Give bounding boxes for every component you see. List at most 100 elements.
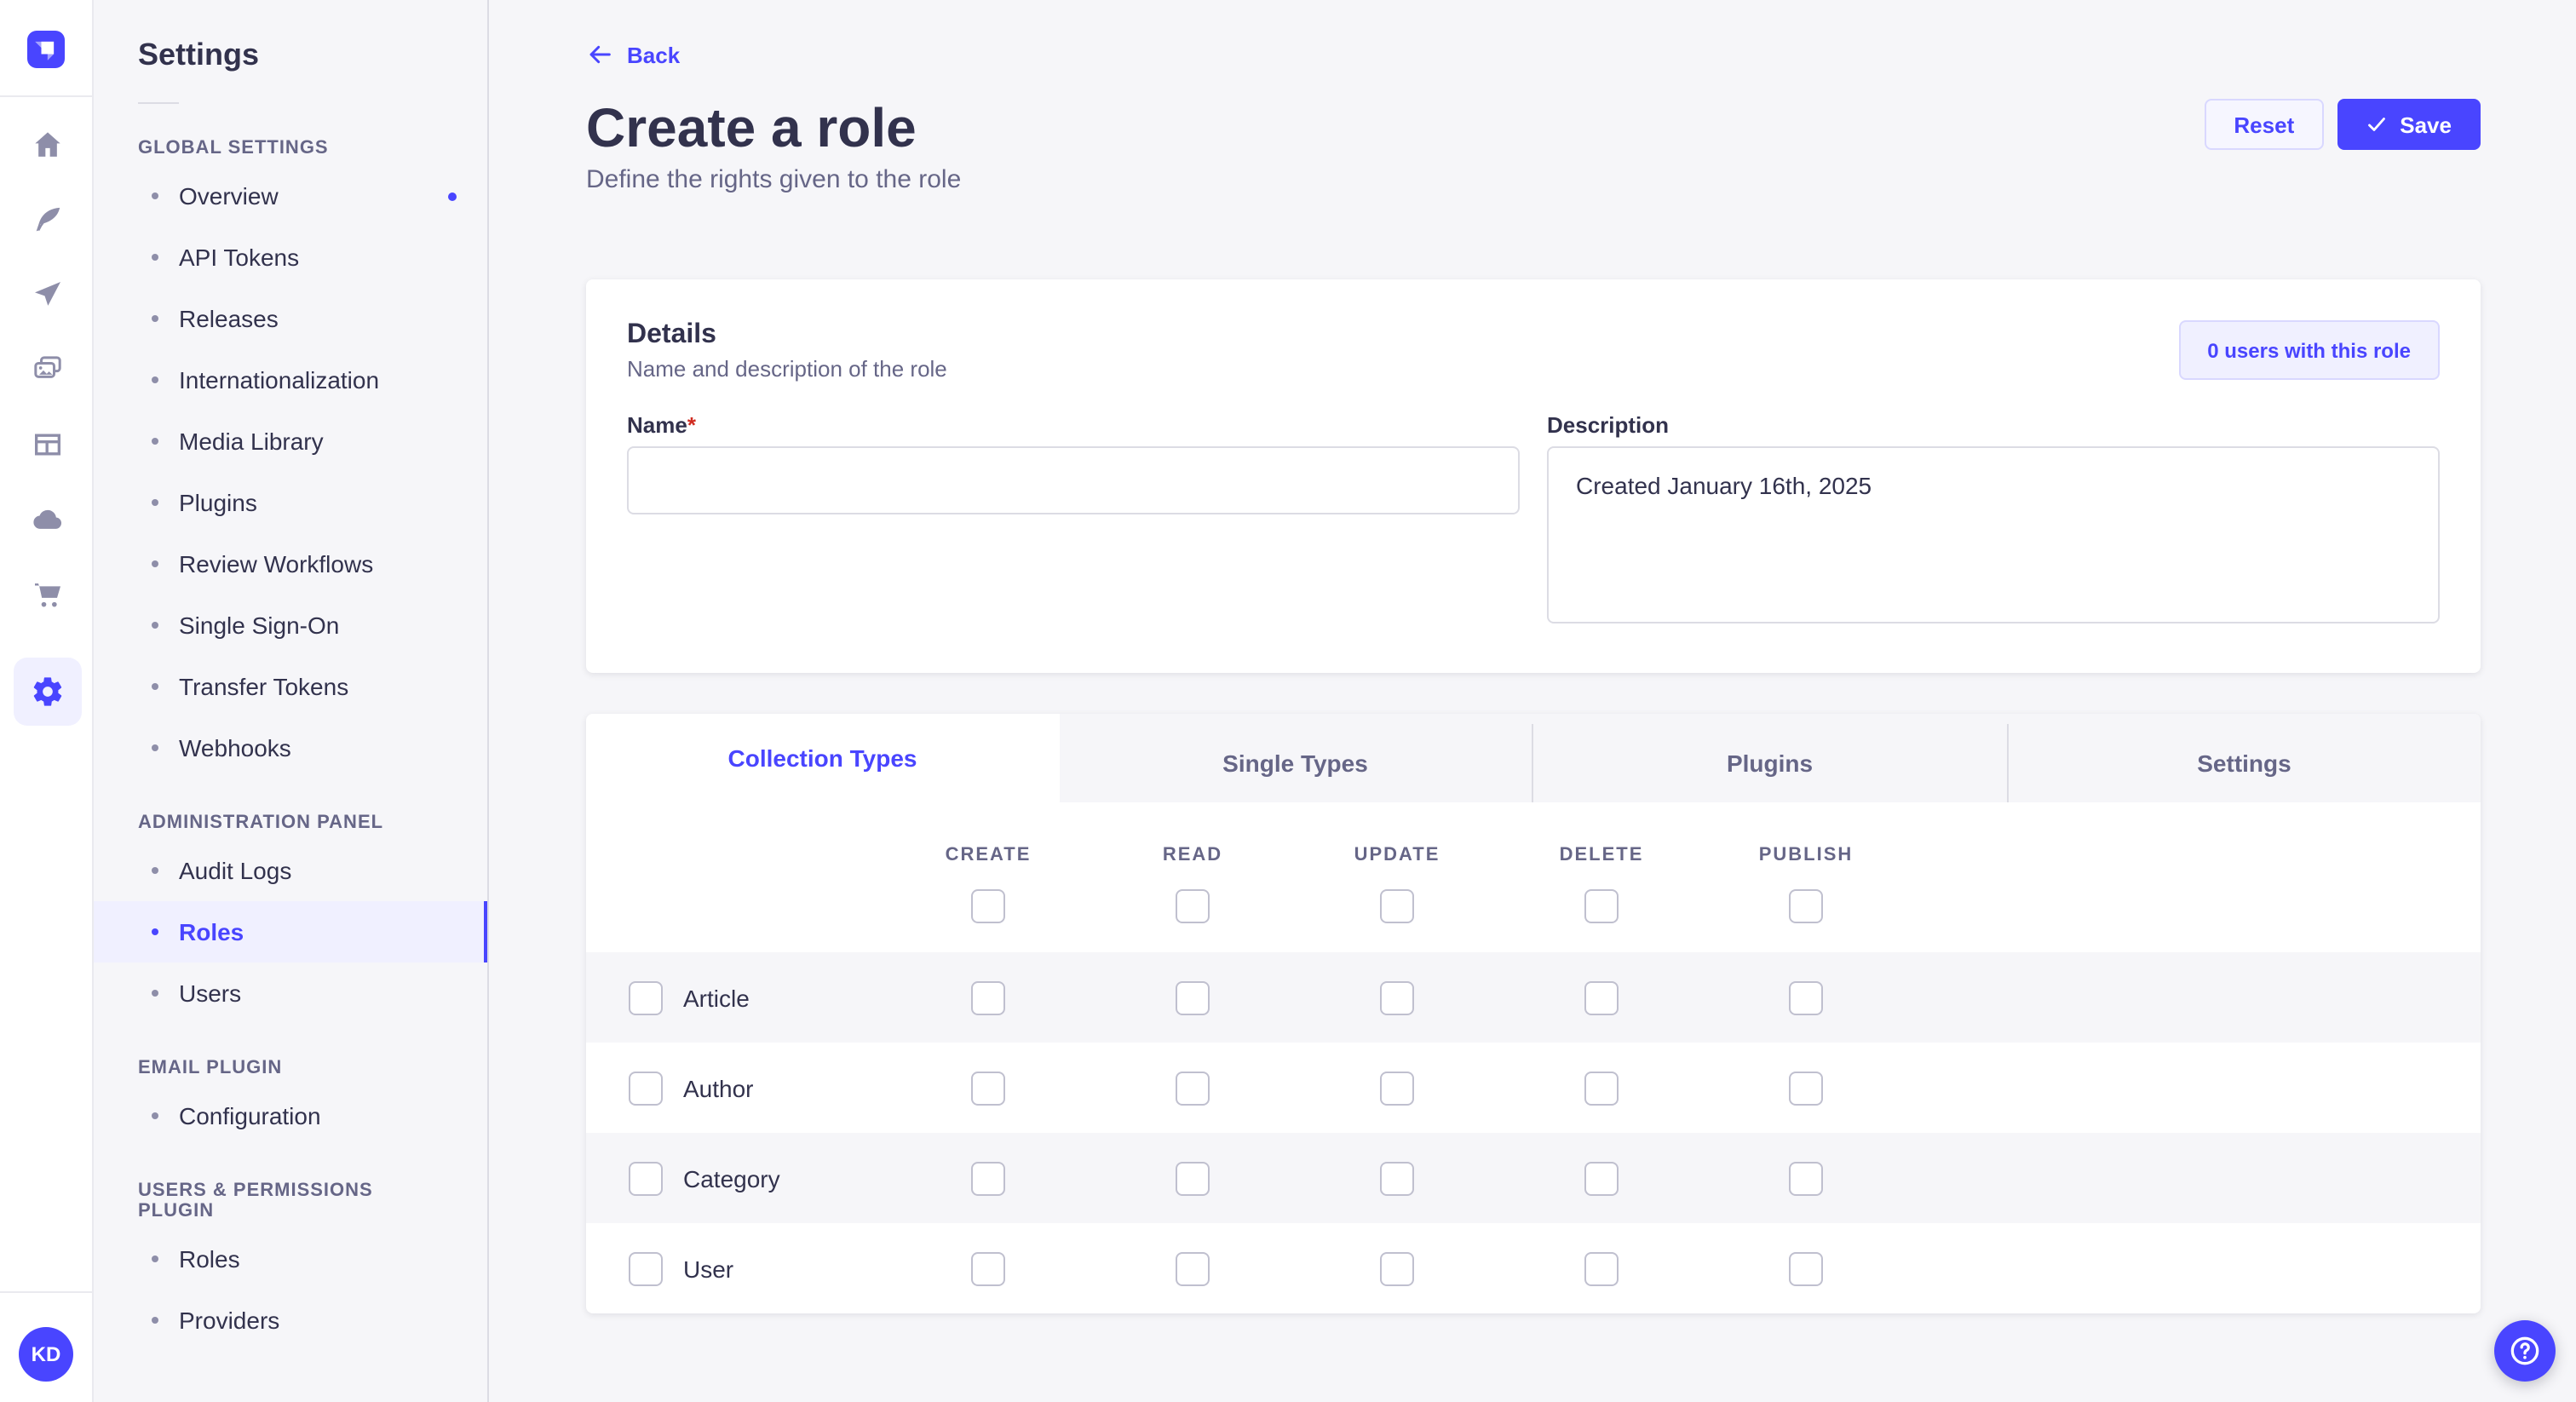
users-with-role-badge: 0 users with this role (2178, 320, 2440, 380)
checkbox-article-publish[interactable] (1789, 980, 1823, 1014)
back-link[interactable]: Back (586, 41, 680, 68)
checkbox-article-delete[interactable] (1584, 980, 1619, 1014)
sidebar-item-overview[interactable]: Overview (94, 165, 487, 227)
sidebar-item-single-sign-on[interactable]: Single Sign-On (94, 595, 487, 656)
checkbox-article-row[interactable] (629, 980, 663, 1014)
checkbox-author-delete[interactable] (1584, 1071, 1619, 1105)
main-content: Back Create a role Define the rights giv… (489, 0, 2576, 1402)
details-card: Details Name and description of the role… (586, 279, 2481, 673)
checkbox-select-all-update[interactable] (1380, 889, 1414, 923)
checkbox-author-update[interactable] (1380, 1071, 1414, 1105)
sidebar-item-webhooks[interactable]: Webhooks (94, 717, 487, 779)
page-subtitle: Define the rights given to the role (586, 165, 962, 194)
checkbox-article-create[interactable] (971, 980, 1005, 1014)
checkbox-select-all-publish[interactable] (1789, 889, 1823, 923)
layout-icon[interactable] (30, 428, 64, 462)
sidebar-item-audit-logs[interactable]: Audit Logs (94, 840, 487, 901)
tab-collection-types[interactable]: Collection Types (586, 714, 1059, 802)
rail-divider-top (0, 95, 92, 97)
media-pictures-icon[interactable] (30, 353, 64, 387)
tab-single-types[interactable]: Single Types (1059, 724, 1532, 802)
check-icon (2367, 118, 2385, 131)
column-header-delete: DELETE (1559, 845, 1644, 865)
sidebar-item-api-tokens[interactable]: API Tokens (94, 227, 487, 288)
bullet-icon (152, 499, 158, 506)
permissions-tabs: Collection Types Single Types Plugins Se… (586, 714, 2481, 802)
content-feather-icon[interactable] (30, 203, 64, 237)
checkbox-category-read[interactable] (1176, 1161, 1210, 1195)
checkbox-user-publish[interactable] (1789, 1251, 1823, 1285)
checkbox-category-update[interactable] (1380, 1161, 1414, 1195)
sidebar-item-review-workflows[interactable]: Review Workflows (94, 533, 487, 595)
row-label: User (683, 1255, 734, 1282)
checkbox-author-create[interactable] (971, 1071, 1005, 1105)
checkbox-author-read[interactable] (1176, 1071, 1210, 1105)
sidebar-divider (138, 102, 179, 104)
bullet-icon (152, 867, 158, 874)
name-field-group: Name* (627, 412, 1520, 632)
checkbox-select-all-delete[interactable] (1584, 889, 1619, 923)
arrow-left-icon (589, 45, 611, 64)
details-subtitle: Name and description of the role (627, 356, 947, 382)
tab-plugins[interactable]: Plugins (1532, 724, 2006, 802)
home-icon[interactable] (30, 128, 64, 162)
tab-settings[interactable]: Settings (2006, 724, 2481, 802)
name-input[interactable] (627, 446, 1520, 514)
sidebar-item-media-library[interactable]: Media Library (94, 411, 487, 472)
sidebar-item-releases[interactable]: Releases (94, 288, 487, 349)
sidebar-item-roles-up[interactable]: Roles (94, 1228, 487, 1290)
strapi-logo[interactable] (27, 31, 65, 68)
sidebar-item-plugins[interactable]: Plugins (94, 472, 487, 533)
help-button[interactable] (2494, 1320, 2556, 1382)
checkbox-user-delete[interactable] (1584, 1251, 1619, 1285)
checkbox-article-update[interactable] (1380, 980, 1414, 1014)
checkbox-user-read[interactable] (1176, 1251, 1210, 1285)
send-plane-icon[interactable] (30, 278, 64, 312)
description-field-group: Description Created January 16th, 2025 (1547, 412, 2440, 632)
sidebar-item-transfer-tokens[interactable]: Transfer Tokens (94, 656, 487, 717)
save-button[interactable]: Save (2337, 99, 2481, 150)
sidebar-item-users[interactable]: Users (94, 962, 487, 1024)
select-all-row (586, 889, 2481, 952)
column-header-update: UPDATE (1354, 845, 1440, 865)
sidebar-item-roles-admin[interactable]: Roles (94, 901, 487, 962)
row-label: Author (683, 1074, 754, 1101)
sidebar-item-providers[interactable]: Providers (94, 1290, 487, 1351)
description-textarea[interactable]: Created January 16th, 2025 (1547, 446, 2440, 623)
bullet-icon (152, 560, 158, 567)
reset-button[interactable]: Reset (2205, 99, 2324, 150)
icon-rail: KD (0, 0, 94, 1402)
gear-icon (32, 677, 61, 706)
row-label: Article (683, 984, 750, 1011)
checkbox-category-delete[interactable] (1584, 1161, 1619, 1195)
checkbox-category-create[interactable] (971, 1161, 1005, 1195)
marketplace-cart-icon[interactable] (30, 577, 64, 612)
cloud-icon[interactable] (30, 503, 64, 537)
checkbox-select-all-create[interactable] (971, 889, 1005, 923)
checkbox-user-create[interactable] (971, 1251, 1005, 1285)
checkbox-author-publish[interactable] (1789, 1071, 1823, 1105)
row-label: Category (683, 1164, 780, 1192)
settings-sidebar: Settings GLOBAL SETTINGS Overview API To… (94, 0, 489, 1402)
checkbox-select-all-read[interactable] (1176, 889, 1210, 923)
checkbox-category-publish[interactable] (1789, 1161, 1823, 1195)
checkbox-user-row[interactable] (629, 1251, 663, 1285)
checkbox-category-row[interactable] (629, 1161, 663, 1195)
checkbox-user-update[interactable] (1380, 1251, 1414, 1285)
bullet-icon (152, 744, 158, 751)
sidebar-item-internationalization[interactable]: Internationalization (94, 349, 487, 411)
bullet-icon (152, 1317, 158, 1324)
section-label-email-plugin: EMAIL PLUGIN (138, 1058, 283, 1078)
bullet-icon (152, 990, 158, 997)
sidebar-item-configuration[interactable]: Configuration (94, 1085, 487, 1146)
settings-gear-button[interactable] (13, 658, 81, 726)
bullet-icon (152, 928, 158, 935)
checkbox-author-row[interactable] (629, 1071, 663, 1105)
table-row-article: Article (586, 952, 2481, 1043)
checkbox-article-read[interactable] (1176, 980, 1210, 1014)
user-avatar[interactable]: KD (19, 1327, 73, 1382)
name-label: Name* (627, 412, 696, 438)
bullet-icon (152, 315, 158, 322)
permissions-column-headers: CREATE READ UPDATE DELETE PUBLISH (586, 845, 2481, 865)
